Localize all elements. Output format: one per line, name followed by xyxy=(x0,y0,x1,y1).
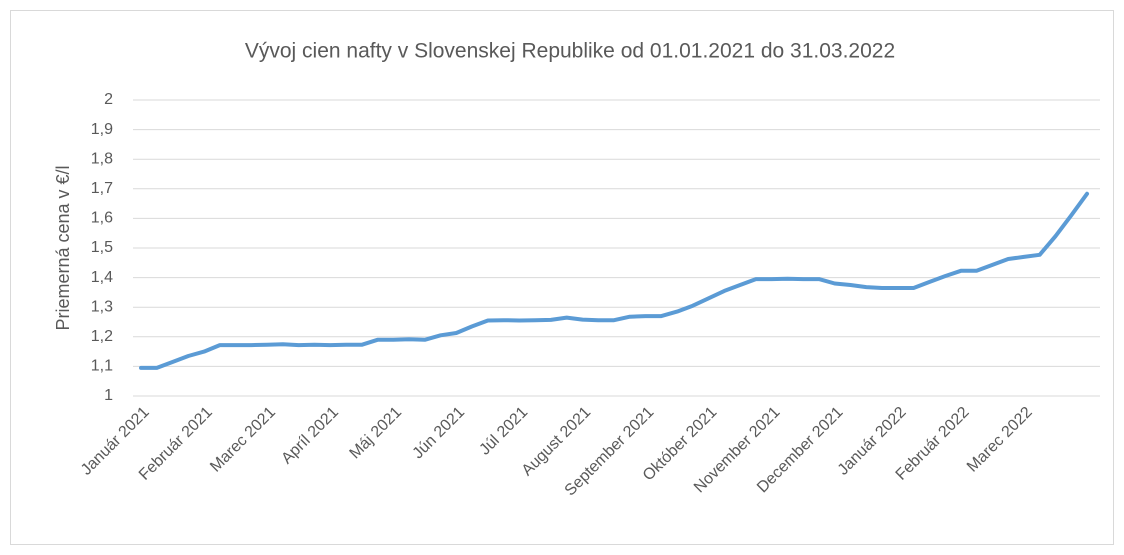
y-tick-label: 1,1 xyxy=(91,358,113,375)
y-tick-label: 1,8 xyxy=(91,150,113,167)
y-tick-label: 1,2 xyxy=(91,328,113,345)
y-tick-label: 1,7 xyxy=(91,180,113,197)
y-tick-label: 1,5 xyxy=(91,239,113,256)
y-tick-label: 2 xyxy=(104,91,113,108)
y-tick-label: 1,3 xyxy=(91,298,113,315)
chart-title: Vývoj cien nafty v Slovenskej Republike … xyxy=(245,40,895,63)
y-tick-label: 1,4 xyxy=(91,269,113,286)
y-axis-label: Priemerná cena v €/l xyxy=(53,165,73,330)
y-tick-label: 1 xyxy=(104,387,113,404)
data-line xyxy=(139,191,1089,370)
y-tick-label: 1,6 xyxy=(91,210,113,227)
y-tick-label: 1,9 xyxy=(91,121,113,138)
